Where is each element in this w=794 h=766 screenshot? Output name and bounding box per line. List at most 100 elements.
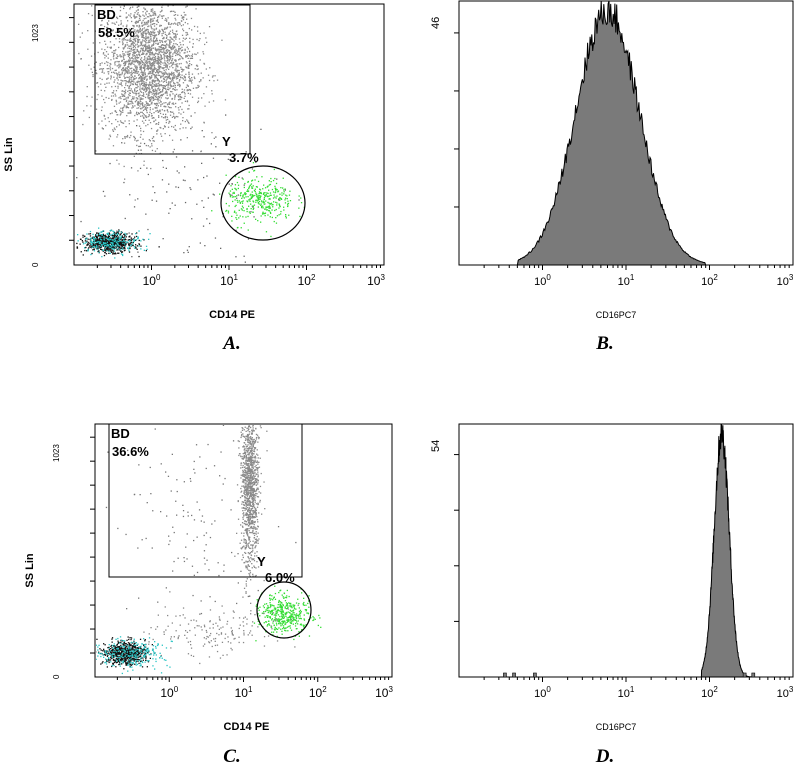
event-dot [199,38,201,40]
event-dot [156,109,158,112]
event-dot [180,50,183,52]
event-dot [173,48,175,50]
event-dot [179,41,181,44]
event-dot [270,202,273,204]
event-dot [149,35,152,37]
event-dot [267,206,269,208]
event-dot [144,68,146,70]
event-dot [143,164,145,166]
event-dot [142,31,144,33]
event-dot [98,232,101,234]
event-dot [111,86,113,88]
event-dot [102,233,104,235]
event-dot [144,50,146,52]
event-dot [179,93,181,96]
panel-label: A. [222,333,240,354]
x-tick-label: 101 [235,685,253,700]
event-dot [82,236,84,238]
event-dot [105,86,107,88]
event-dot [169,83,171,85]
event-dot [130,48,132,50]
event-dot [241,481,244,483]
event-dot [207,74,210,76]
event-dot [128,45,130,47]
event-dot [155,85,157,87]
event-dot [118,229,120,231]
event-dot [115,21,118,23]
event-dot [122,25,124,27]
event-dot [136,43,139,45]
event-dot [247,181,249,183]
event-dot [157,69,159,71]
event-dot [243,514,245,516]
event-dot [97,238,99,241]
event-dot [144,8,146,10]
event-dot [96,232,98,234]
event-dot [161,103,164,105]
event-dot [182,37,185,39]
event-dot [245,514,247,516]
event-dot [82,234,84,236]
event-dot [251,483,253,485]
event-dot [92,236,95,238]
event-dot [120,253,123,255]
event-dot [111,123,113,125]
event-dot [177,22,179,24]
event-dot [87,48,89,50]
event-dot [200,79,202,81]
event-dot [106,241,108,244]
event-dot [159,81,161,83]
event-dot [144,38,147,40]
event-dot [250,474,252,476]
event-dot [246,489,249,491]
event-dot [248,472,250,474]
event-dot [257,454,259,456]
event-dot [251,559,253,561]
event-dot [153,74,155,76]
event-dot [183,89,186,91]
event-dot [254,472,256,474]
event-dot [93,245,96,248]
event-dot [197,73,200,75]
event-dot [96,98,98,101]
event-dot [120,74,122,76]
event-dot [249,442,252,444]
event-dot [98,245,100,247]
event-dot [275,197,277,199]
event-dot [137,107,140,109]
event-dot [159,152,161,155]
event-dot [153,29,156,31]
event-dot [99,239,102,241]
event-dot [125,241,127,243]
event-dot [131,90,133,92]
event-dot [94,240,96,242]
event-dot [155,77,158,79]
event-dot [254,482,256,484]
event-dot [140,70,143,72]
event-dot [145,23,147,26]
event-dot [171,60,173,62]
event-dot [112,237,114,239]
event-dot [165,92,167,94]
event-dot [96,243,98,245]
event-dot [247,436,249,438]
event-dot [173,77,175,79]
event-dot [255,473,258,475]
event-dot [149,58,151,61]
event-dot [188,27,190,30]
event-dot [135,233,137,235]
event-dot [124,39,126,41]
event-dot [247,450,249,452]
event-dot [129,84,132,86]
event-dot [140,127,142,130]
event-dot [108,250,110,252]
event-dot [248,449,250,451]
event-dot [150,102,153,104]
event-dot [141,73,143,76]
event-dot [165,88,167,90]
event-dot [239,542,241,544]
event-dot [128,66,130,68]
event-dot [122,53,124,55]
event-dot [130,76,132,79]
event-dot [250,211,252,213]
